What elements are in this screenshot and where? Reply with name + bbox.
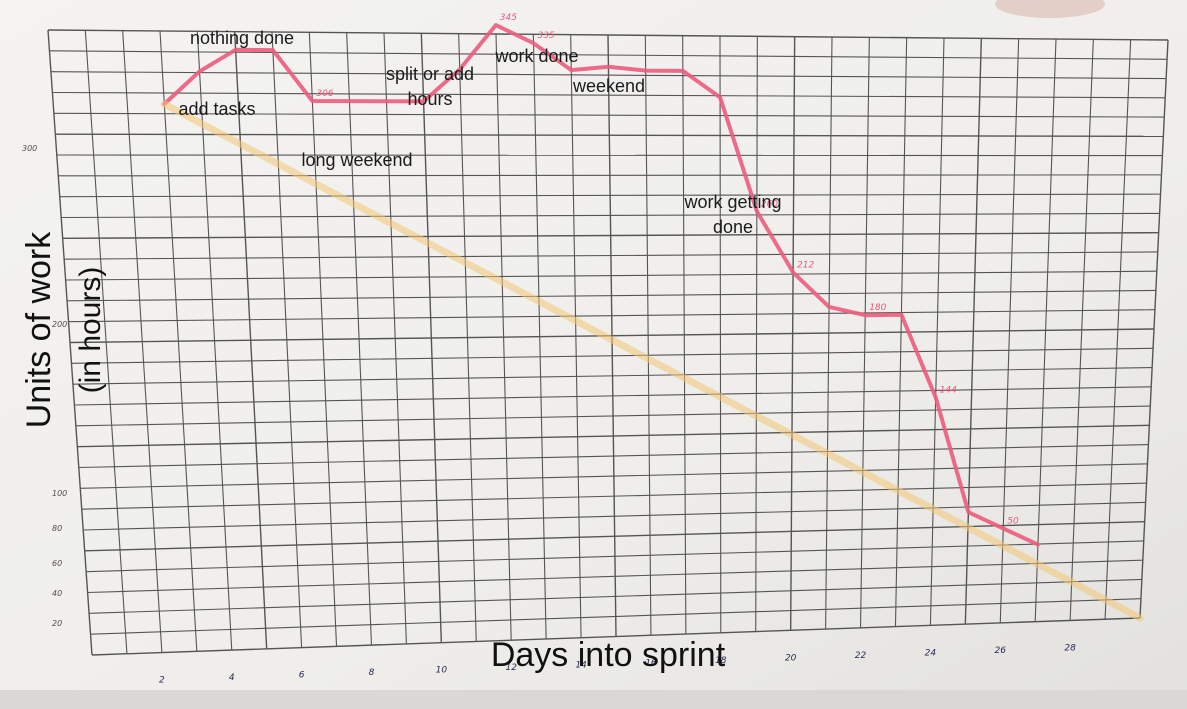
point-label: 144	[940, 385, 957, 395]
annotation-add-tasks: add tasks	[178, 99, 255, 119]
grid-line-horizontal	[59, 193, 1161, 198]
grid-line-horizontal	[64, 251, 1158, 260]
x-tick-label: 28	[1064, 643, 1076, 653]
grid-line-horizontal	[61, 212, 1160, 219]
annotations: nothing done add tasks split or add hour…	[178, 28, 781, 237]
y-tick-label: 100	[52, 489, 67, 498]
y-axis-title: Units of work	[20, 231, 58, 428]
grid-line-horizontal	[67, 289, 1156, 302]
point-label: 50	[1007, 516, 1019, 526]
grid-line-horizontal	[53, 112, 1165, 118]
grid-line-horizontal	[78, 444, 1149, 469]
grid-line-horizontal	[65, 270, 1157, 281]
x-axis-title: Days into sprint	[491, 636, 726, 674]
page-edge-shadow	[0, 690, 1187, 709]
grid-line-horizontal	[69, 328, 1155, 344]
annotation-long-weekend: long weekend	[301, 150, 412, 170]
grid-line-horizontal	[91, 617, 1141, 656]
x-tick-label: 24	[925, 648, 937, 658]
y-tick-labels: 300 200 100 80 60 40 20	[22, 144, 67, 628]
grid-line-horizontal	[55, 133, 1164, 138]
grid-line-horizontal	[80, 463, 1148, 489]
annotation-weekend: weekend	[572, 76, 645, 96]
series-group: 306 345 335 260 212 180 144 50	[160, 13, 1144, 622]
grid-line-horizontal	[47, 29, 1169, 41]
grid-line-horizontal	[90, 598, 1141, 635]
grid-line-horizontal	[72, 366, 1153, 385]
chart-grid	[47, 29, 1169, 656]
grid-line-horizontal	[86, 540, 1144, 573]
x-tick-label: 12	[505, 663, 517, 673]
grid-line-horizontal	[49, 50, 1168, 60]
y-tick-label: 20	[52, 619, 62, 628]
y-tick-label: 200	[52, 320, 67, 329]
point-label: 260	[761, 199, 778, 209]
grid-line-horizontal	[74, 386, 1152, 406]
ideal-burndown-line	[160, 100, 1144, 622]
y-axis-title-line2: (in hours)	[74, 267, 107, 394]
x-tick-label: 8	[369, 668, 375, 678]
actual-work-line	[162, 23, 1040, 547]
x-tick-labels: 2 4 6 8 10 12 14 16 18 20 22 24 26 28	[159, 643, 1076, 685]
grid-line-horizontal	[77, 424, 1150, 448]
annotation-nothing-done: nothing done	[190, 28, 294, 48]
x-tick-label: 18	[715, 656, 727, 666]
grid-line-horizontal	[58, 174, 1162, 177]
point-label: 345	[500, 13, 517, 23]
x-tick-label: 20	[785, 653, 797, 663]
grid-line-horizontal	[52, 91, 1166, 99]
point-label: 180	[869, 303, 886, 313]
x-tick-label: 26	[995, 646, 1007, 656]
y-tick-label: 80	[52, 524, 62, 533]
y-tick-label: 60	[52, 559, 62, 568]
grid-line-horizontal	[87, 559, 1143, 594]
annotation-work-getting-done: work getting	[683, 192, 781, 212]
grid-line-horizontal	[56, 154, 1163, 157]
x-tick-label: 22	[855, 651, 867, 661]
hand-shadow	[995, 0, 1105, 18]
annotation-split-or-add-hours-line2: hours	[407, 89, 452, 109]
grid-line-horizontal	[68, 309, 1155, 323]
grid-line-horizontal	[71, 347, 1154, 364]
annotation-split-or-add-hours: split or add	[386, 64, 474, 84]
x-tick-label: 14	[575, 661, 587, 671]
x-tick-label: 16	[645, 658, 657, 668]
grid-line-horizontal	[62, 231, 1159, 240]
point-label: 212	[797, 260, 814, 270]
y-tick-label: 300	[22, 144, 37, 153]
x-tick-label: 6	[299, 671, 305, 681]
grid-line-horizontal	[75, 405, 1151, 427]
x-tick-label: 4	[229, 673, 235, 683]
x-tick-label: 2	[159, 676, 165, 686]
point-label: 306	[316, 89, 333, 99]
x-tick-label: 10	[436, 666, 448, 676]
grid-line-horizontal	[50, 71, 1167, 80]
grid-line-horizontal	[89, 578, 1142, 614]
annotation-work-getting-done-line2: done	[713, 217, 753, 237]
annotation-work-done: work done	[494, 46, 578, 66]
y-tick-label: 40	[52, 589, 62, 598]
point-label: 335	[538, 31, 555, 41]
grid-line-horizontal	[81, 482, 1147, 510]
